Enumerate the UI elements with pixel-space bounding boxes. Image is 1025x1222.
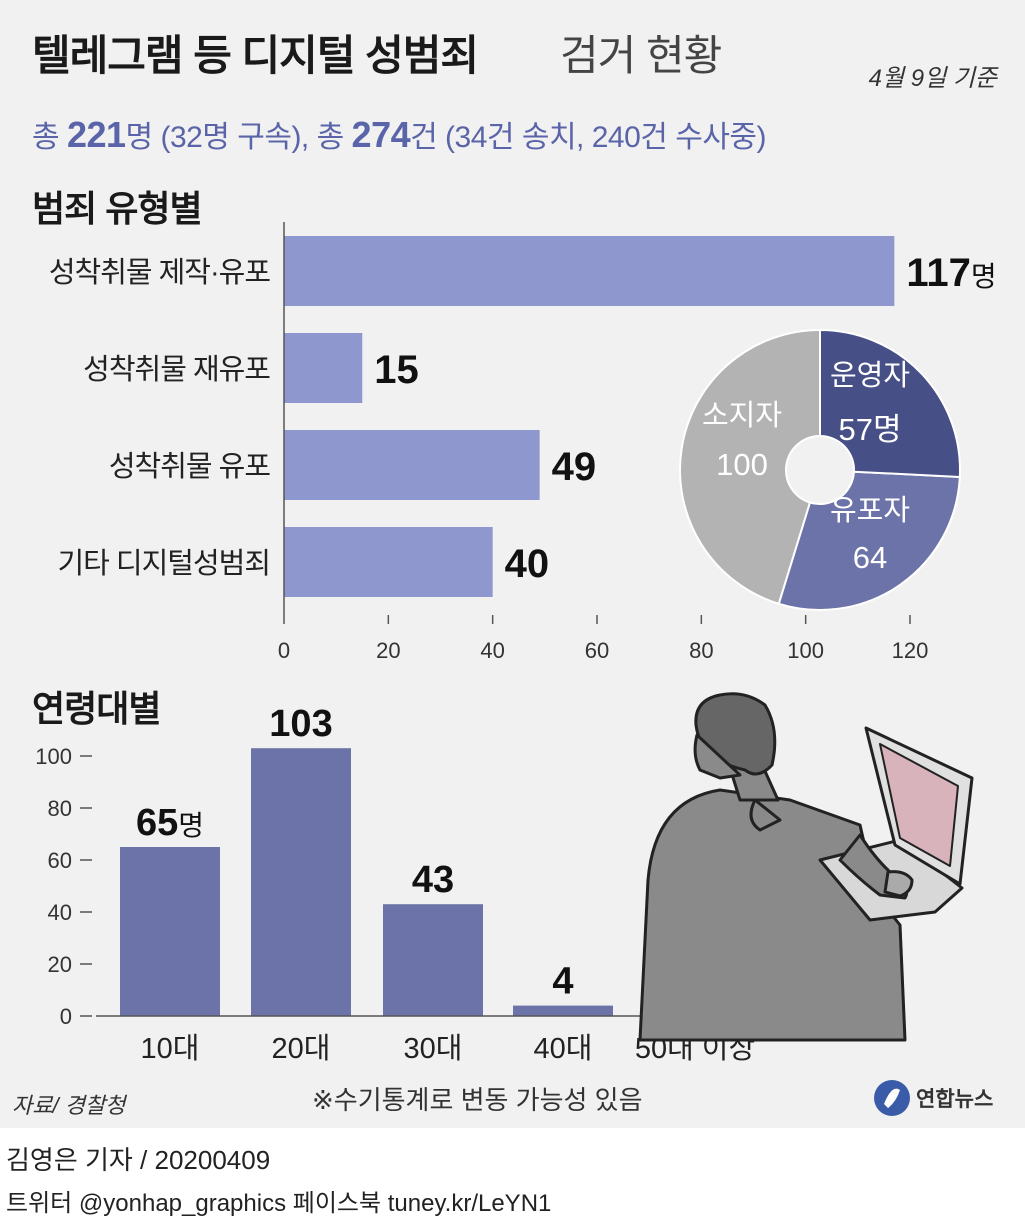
total-people: 221 bbox=[66, 114, 126, 155]
y-tick-label: 0 bbox=[60, 1004, 72, 1029]
value-label: 117명 bbox=[906, 251, 996, 295]
x-tick-label: 60 bbox=[585, 638, 609, 663]
page-title-suffix: 검거 현황 bbox=[560, 32, 722, 79]
y-tick-label: 100 bbox=[35, 744, 72, 769]
value-label: 65명 bbox=[136, 802, 204, 844]
section-title-crime-type: 범죄 유형별 bbox=[32, 188, 203, 229]
bar-crime-type bbox=[284, 333, 363, 403]
disclaimer-note: ※수기통계로 변동 가능성 있음 bbox=[312, 1085, 643, 1115]
bar-age-group bbox=[383, 904, 483, 1016]
slice-value: 57명 bbox=[838, 412, 901, 447]
x-tick-label: 40 bbox=[480, 638, 504, 663]
x-tick-label: 20 bbox=[376, 638, 400, 663]
value-unit: 명 bbox=[971, 261, 997, 292]
date-note: 4월 9일 기준 bbox=[868, 65, 997, 92]
x-tick-label: 100 bbox=[787, 638, 824, 663]
y-tick-label: 60 bbox=[48, 848, 72, 873]
y-tick-label: 20 bbox=[48, 952, 72, 977]
slice-value: 100 bbox=[716, 447, 768, 482]
y-tick-label: 80 bbox=[48, 796, 72, 821]
value-label: 49 bbox=[552, 445, 597, 489]
donut-slice bbox=[679, 328, 821, 606]
yonhap-logo: 연합뉴스 bbox=[874, 1080, 993, 1116]
bar-age-group bbox=[251, 748, 351, 1016]
category-label: 기타 디지털성범죄 bbox=[58, 548, 271, 580]
total-cases: 274 bbox=[351, 114, 411, 155]
category-label: 30대 bbox=[404, 1032, 463, 1065]
page-title: 텔레그램 등 디지털 성범죄 bbox=[32, 32, 479, 79]
slice-name: 운영자 bbox=[830, 360, 910, 392]
summary-end: 건 (34건 송치, 240건 수사중) bbox=[410, 121, 767, 154]
x-tick-label: 120 bbox=[892, 638, 929, 663]
donut-slice bbox=[819, 328, 961, 479]
x-tick-label: 0 bbox=[278, 638, 290, 663]
x-tick-label: 80 bbox=[689, 638, 713, 663]
value-label: 43 bbox=[412, 859, 454, 901]
chart-canvas: 650대 이상440대4330대10320대65명10대100806040200… bbox=[35, 222, 997, 1065]
value-unit: 명 bbox=[178, 810, 204, 841]
svg-text:연합뉴스: 연합뉴스 bbox=[916, 1088, 993, 1111]
source-note: 자료/ 경찰청 bbox=[12, 1093, 126, 1118]
person-with-laptop-illustration bbox=[638, 692, 974, 1042]
credits-line: 트위터 @yonhap_graphics 페이스북 tuney.kr/LeYN1 bbox=[6, 1190, 552, 1217]
category-label: 성착취물 재유포 bbox=[83, 353, 270, 386]
y-tick-label: 40 bbox=[48, 900, 72, 925]
summary-prefix: 총 bbox=[32, 121, 67, 154]
value-label: 15 bbox=[374, 348, 419, 392]
slice-name: 유포자 bbox=[830, 495, 910, 527]
section-title-age: 연령대별 bbox=[32, 688, 161, 729]
bar-crime-type bbox=[284, 527, 493, 597]
reporter-line: 김영은 기자 / 20200409 bbox=[6, 1145, 271, 1175]
category-label: 성착취물 제작·유포 bbox=[49, 256, 270, 289]
donut-slice bbox=[777, 470, 961, 611]
summary-line: 총 221명 (32명 구속), 총 274건 (34건 송치, 240건 수사… bbox=[32, 112, 767, 156]
value-label: 103 bbox=[269, 703, 332, 745]
category-label: 20대 bbox=[272, 1032, 331, 1065]
bar-age-group bbox=[120, 847, 220, 1016]
value-label: 4 bbox=[552, 961, 573, 1003]
category-label: 성착취물 유포 bbox=[109, 450, 270, 483]
category-label: 40대 bbox=[534, 1032, 593, 1065]
summary-middle: 명 (32명 구속), 총 bbox=[125, 121, 352, 154]
value-label: 40 bbox=[505, 542, 549, 586]
bar-age-group bbox=[513, 1005, 613, 1016]
slice-name: 소지자 bbox=[702, 400, 782, 432]
bar-crime-type bbox=[284, 236, 895, 306]
category-label: 10대 bbox=[141, 1032, 200, 1065]
bar-crime-type bbox=[284, 430, 540, 500]
slice-value: 64 bbox=[853, 540, 887, 575]
